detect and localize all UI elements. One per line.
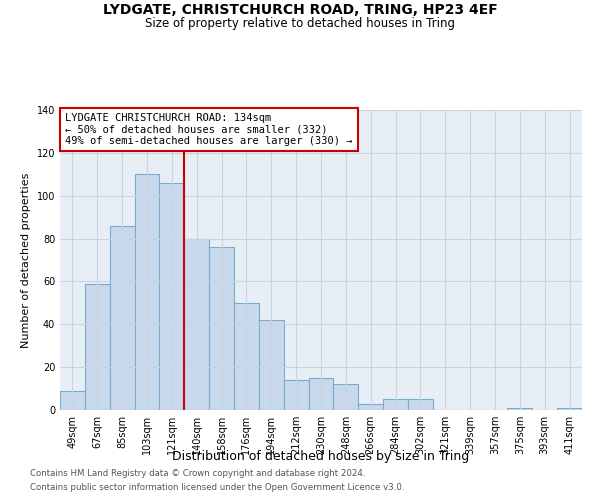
Text: Size of property relative to detached houses in Tring: Size of property relative to detached ho… (145, 18, 455, 30)
Text: LYDGATE, CHRISTCHURCH ROAD, TRING, HP23 4EF: LYDGATE, CHRISTCHURCH ROAD, TRING, HP23 … (103, 2, 497, 16)
Bar (110, 226, 134, 410)
Bar (134, 174, 160, 410)
Text: Contains HM Land Registry data © Crown copyright and database right 2024.: Contains HM Land Registry data © Crown c… (30, 468, 365, 477)
Bar (508, 408, 532, 410)
Bar (308, 378, 334, 410)
Bar (358, 404, 383, 410)
Bar (209, 247, 234, 410)
Bar (259, 320, 284, 410)
Y-axis label: Number of detached properties: Number of detached properties (21, 172, 31, 348)
Bar (184, 238, 209, 410)
Bar (334, 384, 358, 410)
Bar (408, 400, 433, 410)
Bar (160, 183, 184, 410)
Bar (60, 390, 85, 410)
Bar (557, 408, 582, 410)
Bar (383, 400, 408, 410)
Bar (85, 284, 110, 410)
Text: LYDGATE CHRISTCHURCH ROAD: 134sqm
← 50% of detached houses are smaller (332)
49%: LYDGATE CHRISTCHURCH ROAD: 134sqm ← 50% … (65, 113, 353, 146)
Bar (284, 380, 308, 410)
Text: Contains public sector information licensed under the Open Government Licence v3: Contains public sector information licen… (30, 484, 404, 492)
Bar (234, 303, 259, 410)
Text: Distribution of detached houses by size in Tring: Distribution of detached houses by size … (172, 450, 470, 463)
